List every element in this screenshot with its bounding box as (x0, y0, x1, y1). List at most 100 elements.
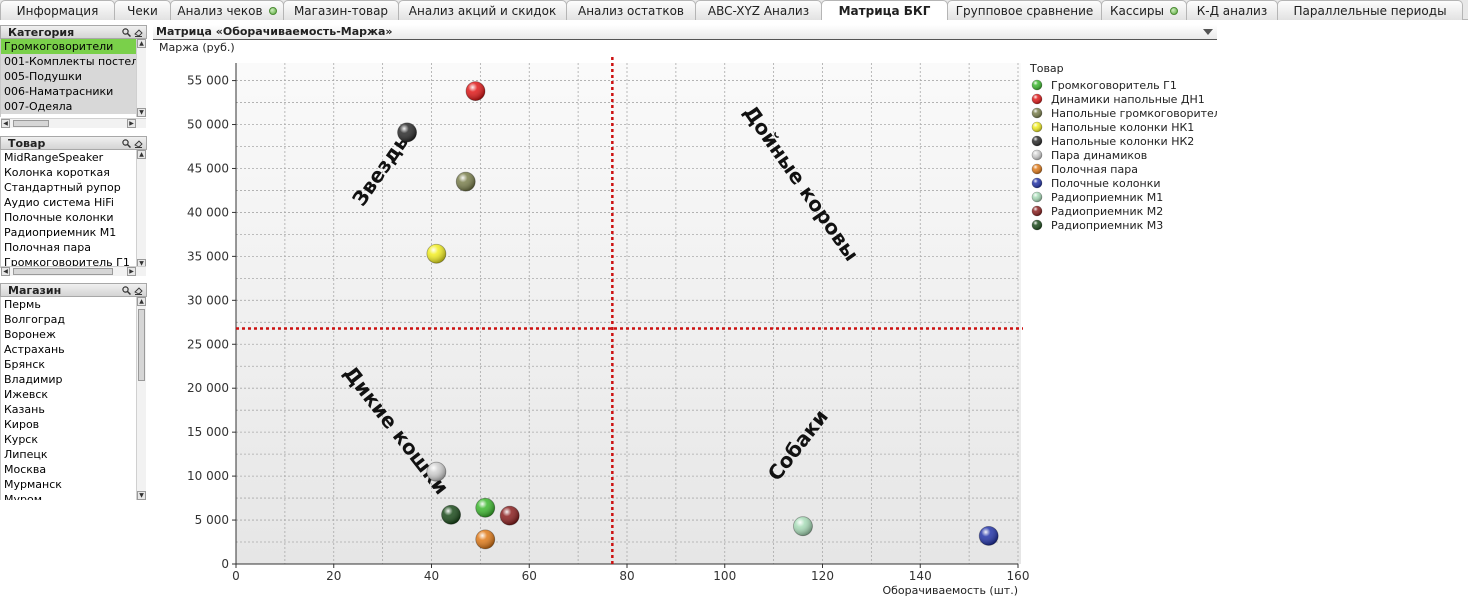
scroll-down-icon[interactable]: ▼ (137, 491, 146, 500)
legend-title: Товар (1029, 62, 1064, 75)
list-item[interactable]: 001-Комплекты постельного белья (1, 54, 136, 69)
tab-info[interactable]: Информация (0, 0, 115, 20)
list-item[interactable]: Владимир (4, 373, 63, 386)
scroll-down-icon[interactable]: ▼ (137, 108, 146, 117)
y-tick-label: 30 000 (187, 293, 229, 307)
list-item[interactable]: Стандартный рупор (4, 181, 121, 194)
data-point (426, 243, 447, 264)
vertical-scrollbar[interactable]: ▲ ▼ (136, 39, 146, 117)
listbox-title: Категория (8, 25, 75, 39)
scroll-up-icon[interactable]: ▲ (137, 39, 146, 48)
list-item[interactable]: MidRangeSpeaker (4, 151, 104, 164)
list-item[interactable]: Громкоговорители (1, 39, 136, 54)
data-point (397, 122, 417, 143)
list-item[interactable]: Москва (4, 463, 47, 476)
list-item[interactable]: Астрахань (4, 343, 65, 356)
bcg-scatter-chart: 0 20 40 60 80 100 120 140 160 0 5 000 10 000 15 000 2… (159, 41, 1217, 597)
legend-marker-shine (1032, 136, 1042, 146)
list-item[interactable]: Ижевск (4, 388, 49, 401)
tab-receipts[interactable]: Чеки (114, 0, 171, 20)
list-item[interactable]: Киров (4, 418, 40, 431)
list-item[interactable]: Мурманск (4, 478, 62, 491)
legend-label: Полочная пара (1051, 163, 1138, 176)
scroll-thumb[interactable] (13, 120, 49, 127)
clear-selection-icon[interactable] (134, 286, 143, 295)
scroll-up-icon[interactable]: ▲ (137, 297, 146, 306)
x-tick-label: 120 (811, 569, 834, 583)
legend-item: Громкоговоритель Г1 (1031, 79, 1177, 92)
data-point-shine (441, 505, 461, 525)
list-item[interactable]: Полочные колонки (4, 211, 114, 224)
horizontal-scrollbar[interactable]: ◀ ▶ (1, 118, 146, 128)
tab-receipt-analysis[interactable]: Анализ чеков (170, 0, 284, 20)
list-item[interactable]: Полочная пара (4, 241, 91, 254)
legend-item: Радиоприемник М3 (1031, 219, 1163, 232)
tab-store-product[interactable]: Магазин-товар (283, 0, 399, 20)
tab-kd-analysis[interactable]: К-Д анализ (1186, 0, 1278, 20)
scroll-left-icon[interactable]: ◀ (1, 119, 10, 128)
tab-stock-analysis[interactable]: Анализ остатков (566, 0, 696, 20)
tab-promo-analysis[interactable]: Анализ акций и скидок (398, 0, 567, 20)
tab-parallel-periods[interactable]: Параллельные периоды (1277, 0, 1463, 20)
data-point (441, 504, 461, 525)
tab-abc-xyz[interactable]: ABC-XYZ Анализ (695, 0, 822, 20)
scroll-right-icon[interactable]: ▶ (127, 267, 136, 276)
list-item[interactable]: Пермь (4, 298, 41, 311)
caption-menu-icon[interactable] (1203, 29, 1213, 35)
x-tick-label: 140 (909, 569, 932, 583)
horizontal-scrollbar[interactable]: ◀ ▶ (1, 266, 146, 276)
list-item[interactable]: Муром (4, 493, 43, 500)
legend-marker-shine (1032, 94, 1042, 104)
x-tick-label: 40 (424, 569, 439, 583)
data-point (978, 525, 999, 546)
search-icon[interactable] (122, 138, 131, 148)
legend-label: Громкоговоритель Г1 (1051, 79, 1177, 92)
list-item[interactable]: Волгоград (4, 313, 65, 326)
scroll-left-icon[interactable]: ◀ (1, 267, 10, 276)
list-item[interactable]: 006-Наматрасники (1, 84, 136, 99)
chart-caption[interactable]: Матрица «Оборачиваемость-Маржа» (153, 25, 1217, 40)
vertical-scrollbar[interactable]: ▲ ▼ (136, 297, 146, 500)
list-item[interactable]: Воронеж (4, 328, 56, 341)
product-list: MidRangeSpeaker Колонка короткая Стандар… (0, 150, 147, 268)
tab-group-comparison[interactable]: Групповое сравнение (947, 0, 1102, 20)
data-point (426, 461, 447, 482)
list-item[interactable]: Колонка короткая (4, 166, 110, 179)
scroll-thumb[interactable] (138, 309, 145, 381)
legend-item: Напольные громкоговорители (1031, 107, 1217, 120)
list-item[interactable]: Казань (4, 403, 45, 416)
search-icon[interactable] (122, 27, 131, 37)
legend-label: Напольные колонки НК1 (1051, 121, 1194, 134)
list-item[interactable]: Курск (4, 433, 38, 446)
status-dot-icon (1169, 6, 1178, 15)
category-list: Громкоговорители 001-Комплекты постельно… (0, 39, 147, 117)
search-icon[interactable] (122, 285, 131, 295)
list-item[interactable]: Аудио система HiFi (4, 196, 114, 209)
list-item[interactable]: 005-Подушки (1, 69, 136, 84)
data-point-shine (456, 172, 476, 192)
y-tick-label: 20 000 (187, 381, 229, 395)
y-tick-label: 0 (221, 557, 229, 571)
list-item[interactable]: Радиоприемник М1 (4, 226, 117, 239)
scroll-up-icon[interactable]: ▲ (137, 150, 146, 159)
legend-label: Радиоприемник М2 (1051, 205, 1163, 218)
clear-selection-icon[interactable] (134, 28, 143, 37)
tab-label: Чеки (127, 3, 158, 18)
data-point-shine (426, 244, 446, 264)
tab-cashiers[interactable]: Кассиры (1101, 0, 1187, 20)
tab-bcg-matrix[interactable]: Матрица БКГ (821, 0, 948, 20)
list-item[interactable]: Брянск (4, 358, 46, 371)
legend-marker-shine (1032, 108, 1042, 118)
list-item[interactable]: 007-Одеяла (1, 99, 136, 114)
scroll-right-icon[interactable]: ▶ (127, 119, 136, 128)
tab-label: ABC-XYZ Анализ (707, 3, 810, 18)
list-item[interactable]: Громкоговоритель Г1 (4, 256, 130, 268)
clear-selection-icon[interactable] (134, 139, 143, 148)
vertical-scrollbar[interactable]: ▲ ▼ (136, 150, 146, 268)
legend-item: Динамики напольные ДН1 (1031, 93, 1205, 106)
y-tick-label: 40 000 (187, 205, 229, 219)
list-item[interactable]: Липецк (4, 448, 48, 461)
legend-label: Полочные колонки (1051, 177, 1161, 190)
scroll-thumb[interactable] (13, 268, 113, 275)
